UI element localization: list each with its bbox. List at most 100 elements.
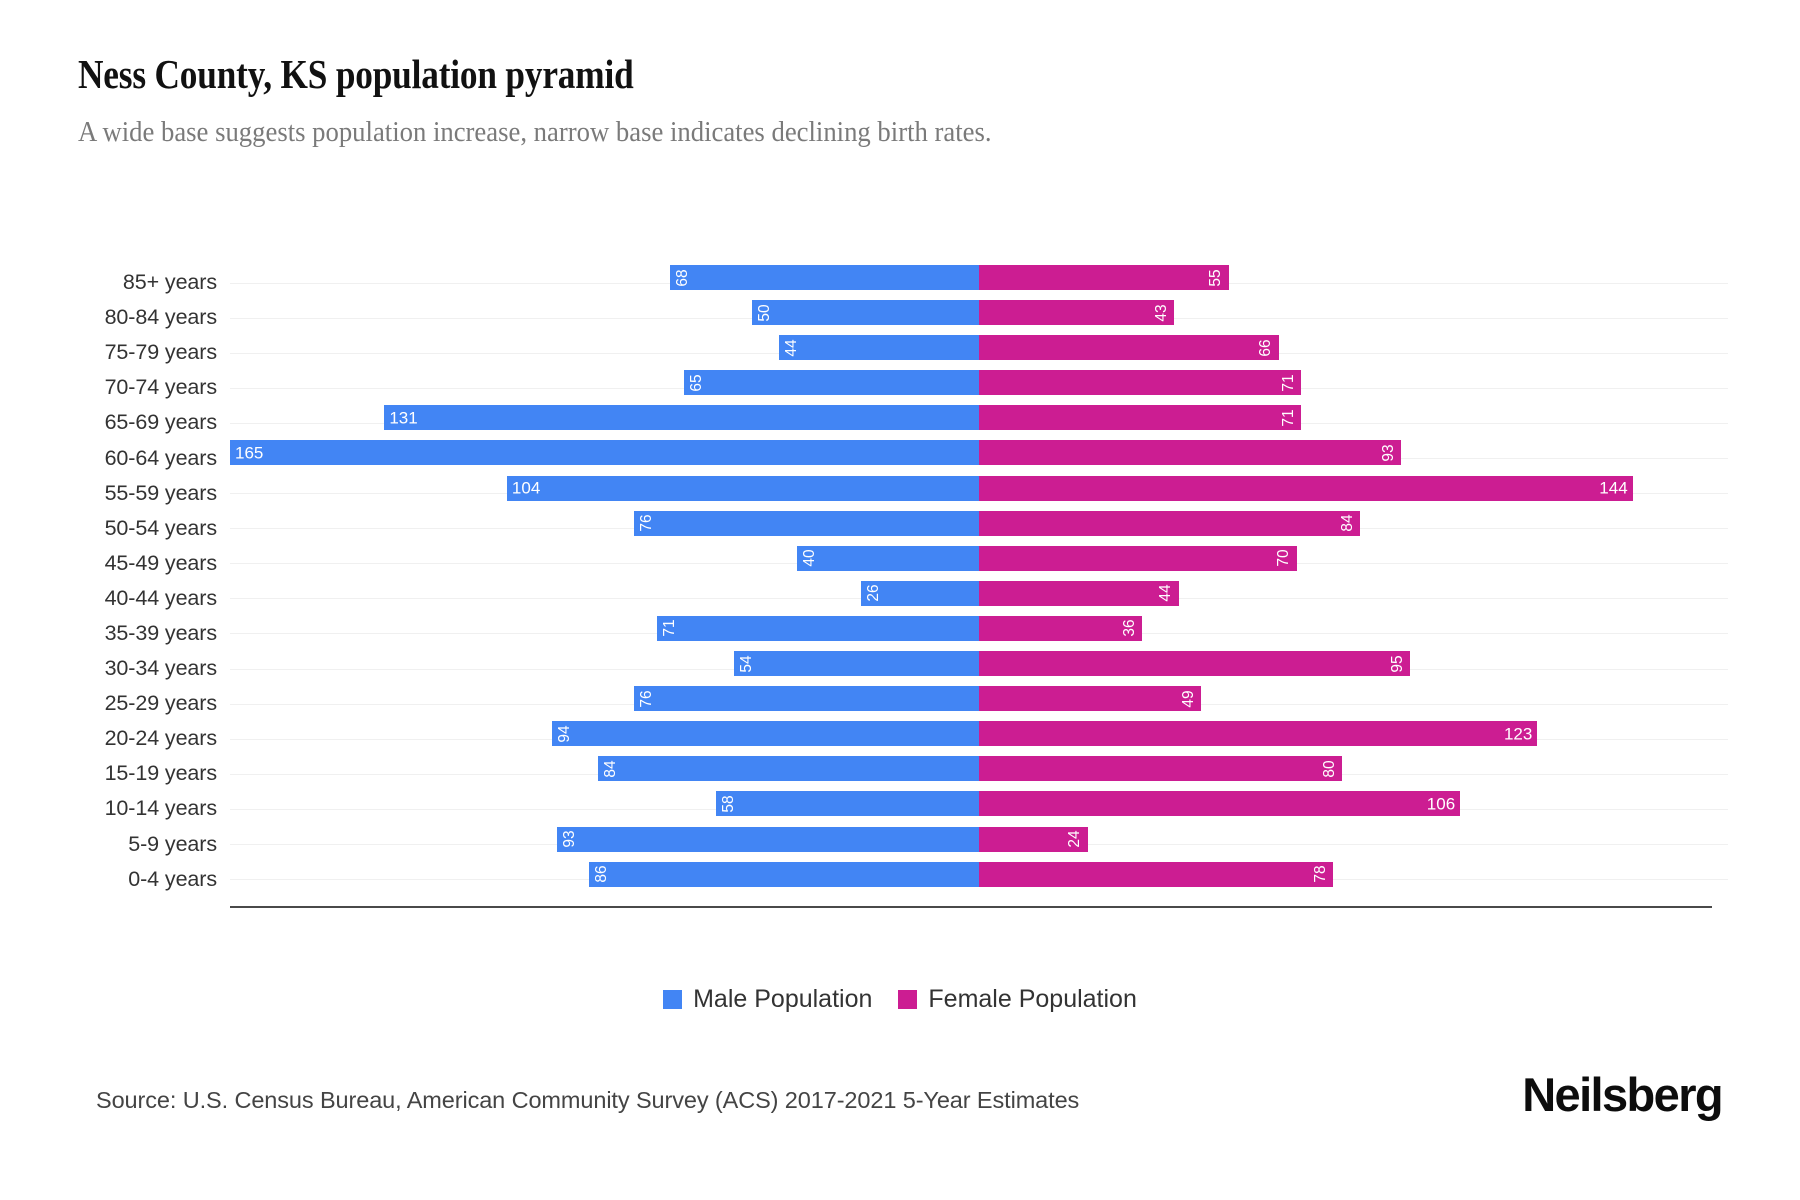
row-bars: 58 106 (230, 791, 1728, 826)
row-bars: 40 70 (230, 545, 1728, 581)
bar-male[interactable]: 165 (230, 440, 979, 466)
bar-male[interactable]: 84 (597, 756, 979, 782)
bar-male[interactable]: 65 (683, 370, 979, 396)
bar-female[interactable]: 78 (979, 861, 1334, 887)
bar-value-label-female: 78 (1311, 865, 1329, 883)
y-axis-label: 80-84 years (104, 305, 218, 330)
bar-male[interactable]: 58 (715, 791, 979, 817)
bar-female[interactable]: 71 (979, 370, 1302, 396)
bar-value-label-female: 44 (1157, 584, 1175, 602)
bar-female[interactable]: 106 (979, 791, 1461, 817)
bar-female[interactable]: 95 (979, 651, 1411, 677)
row-bars: 65 71 (230, 370, 1728, 405)
chart-row: 15-19 years 84 80 (78, 756, 1728, 791)
bar-value-label-female: 43 (1152, 303, 1170, 322)
y-axis-label: 20-24 years (104, 726, 218, 751)
chart-row: 50-54 years 76 84 (78, 510, 1728, 546)
bar-female[interactable]: 123 (979, 721, 1538, 747)
bar-female[interactable]: 70 (979, 545, 1297, 571)
y-axis-label: 35-39 years (104, 620, 218, 645)
row-bars: 76 49 (230, 686, 1728, 721)
legend-item-female[interactable]: Female Population (898, 985, 1137, 1014)
bar-male[interactable]: 94 (552, 721, 979, 747)
bar-male[interactable]: 86 (588, 861, 979, 887)
bar-male[interactable]: 40 (797, 545, 979, 571)
row-bars: 84 80 (230, 756, 1728, 791)
row-bars: 44 66 (230, 335, 1728, 370)
chart-row: 75-79 years 44 66 (78, 335, 1728, 370)
bar-male[interactable]: 76 (634, 510, 979, 536)
bar-value-label-male: 76 (638, 514, 656, 532)
chart-row: 55-59 years 104 144 (78, 475, 1728, 511)
bar-male[interactable]: 50 (752, 300, 979, 326)
bar-male[interactable]: 104 (506, 475, 979, 501)
chart-row: 35-39 years 71 36 (78, 615, 1728, 651)
legend-item-male[interactable]: Male Population (663, 985, 872, 1014)
row-bars: 54 95 (230, 651, 1728, 686)
bar-male[interactable]: 76 (634, 686, 979, 712)
bar-female[interactable]: 24 (979, 826, 1088, 852)
bar-female[interactable]: 43 (979, 300, 1175, 326)
y-axis-label: 60-64 years (104, 445, 218, 470)
y-axis-label: 85+ years (122, 270, 217, 295)
bar-female[interactable]: 93 (979, 440, 1402, 466)
bar-value-label-male: 131 (389, 408, 418, 428)
bar-female[interactable]: 66 (979, 335, 1279, 361)
bar-value-label-male: 71 (660, 619, 678, 638)
bar-male[interactable]: 44 (779, 335, 979, 361)
bar-value-label-male: 26 (864, 584, 882, 602)
chart-row: 65-69 years 131 71 (78, 405, 1728, 440)
bar-male[interactable]: 68 (670, 265, 979, 290)
bar-female[interactable]: 71 (979, 405, 1302, 431)
legend-swatch-male-icon (663, 990, 683, 1009)
chart-header: Ness County, KS population pyramid A wid… (78, 51, 1718, 149)
bar-female[interactable]: 144 (979, 475, 1633, 501)
bar-value-label-male: 58 (719, 795, 737, 813)
bar-female[interactable]: 80 (979, 756, 1343, 782)
brand-logo: Neilsberg (1522, 1068, 1723, 1121)
bar-male[interactable]: 131 (384, 405, 979, 431)
bar-value-label-male: 84 (601, 760, 619, 778)
plot-area: 85+ years 68 55 80-84 years 50 43 75-79 years 4… (78, 265, 1728, 908)
chart-subtitle: A wide base suggests population increase… (78, 116, 992, 149)
bar-male[interactable]: 71 (656, 615, 979, 641)
chart-footer: Source: U.S. Census Bureau, American Com… (0, 1068, 1800, 1165)
chart-row: 85+ years 68 55 (78, 265, 1728, 300)
bar-value-label-male: 50 (756, 303, 774, 322)
bar-value-label-male: 93 (560, 830, 578, 848)
chart-row: 45-49 years 40 70 (78, 545, 1728, 581)
y-axis-label: 5-9 years (128, 831, 217, 856)
bar-value-label-male: 104 (511, 478, 541, 498)
bar-value-label-female: 70 (1275, 549, 1293, 567)
bar-male[interactable]: 93 (556, 826, 979, 852)
bar-value-label-female: 95 (1388, 654, 1406, 673)
chart-rows: 85+ years 68 55 80-84 years 50 43 75-79 years 4… (78, 265, 1728, 897)
chart-row: 25-29 years 76 49 (78, 686, 1728, 721)
bar-male[interactable]: 26 (860, 580, 979, 606)
chart-row: 30-34 years 54 95 (78, 651, 1728, 686)
legend-label-female: Female Population (928, 985, 1137, 1013)
bar-female[interactable]: 36 (979, 615, 1143, 641)
chart-row: 60-64 years 165 93 (78, 440, 1728, 475)
bar-value-label-male: 86 (592, 865, 610, 883)
bar-female[interactable]: 55 (979, 265, 1229, 290)
source-note: Source: U.S. Census Bureau, American Com… (96, 1087, 1080, 1113)
row-bars: 165 93 (230, 440, 1728, 475)
y-axis-label: 65-69 years (104, 410, 218, 435)
chart-row: 20-24 years 94 123 (78, 721, 1728, 756)
y-axis-label: 15-19 years (104, 761, 218, 786)
bar-value-label-male: 40 (801, 549, 819, 567)
chart-row: 5-9 years 93 24 (78, 826, 1728, 862)
bar-male[interactable]: 54 (733, 651, 979, 677)
row-bars: 76 84 (230, 510, 1728, 546)
bar-value-label-female: 123 (1503, 724, 1533, 744)
bar-female[interactable]: 49 (979, 686, 1202, 712)
row-bars: 93 24 (230, 826, 1728, 862)
x-axis-line (230, 906, 1712, 908)
bar-female[interactable]: 84 (979, 510, 1361, 536)
page-title: Ness County, KS population pyramid (78, 51, 634, 97)
bar-value-label-female: 106 (1426, 794, 1456, 814)
y-axis-label: 45-49 years (104, 550, 218, 575)
bar-female[interactable]: 44 (979, 580, 1179, 606)
chart-row: 10-14 years 58 106 (78, 791, 1728, 826)
